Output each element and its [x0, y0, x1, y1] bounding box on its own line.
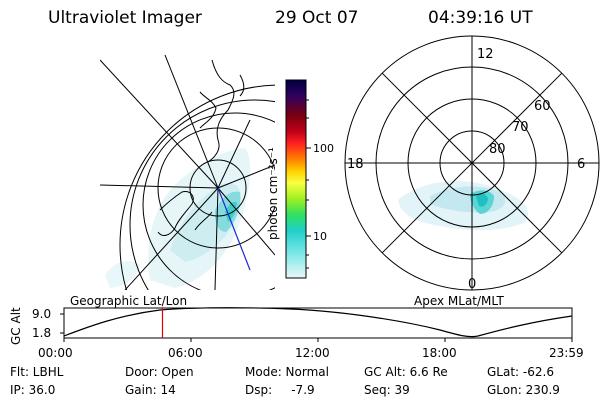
mlt-label-12: 12 — [477, 47, 494, 62]
xtick-0600: 06:00 — [168, 346, 203, 360]
meridians — [100, 55, 275, 290]
ytick-top: 9.0 — [32, 307, 51, 321]
ytick-bottom: 1.8 — [32, 326, 51, 340]
status-dsp: Dsp: -7.9 — [245, 383, 315, 397]
aurora-apex — [398, 181, 529, 231]
mlat-label-60: 60 — [534, 99, 551, 114]
mlt-label-18: 18 — [347, 157, 364, 172]
mlt-label-6: 6 — [577, 157, 585, 172]
mlt-label-0: 0 — [468, 277, 476, 292]
time-label: 04:39:16 UT — [428, 8, 533, 28]
colorbar-tick-10: 10 — [313, 230, 327, 243]
instrument-title: Ultraviolet Imager — [48, 8, 202, 28]
timeline-ylabel: GC Alt — [9, 307, 23, 345]
geo-panel-caption: Geographic Lat/Lon — [70, 294, 188, 308]
colorbar-tick-100: 100 — [313, 142, 334, 155]
status-door: Door: Open — [125, 365, 194, 379]
altitude-curve — [63, 307, 573, 338]
geographic-map — [100, 55, 275, 290]
timeline-ticks — [60, 313, 573, 342]
coastlines — [157, 59, 245, 236]
status-glat: GLat: -62.6 — [487, 365, 554, 379]
colorbar-ticks — [306, 99, 311, 269]
status-gc-alt: GC Alt: 6.6 Re — [364, 365, 448, 379]
date-label: 29 Oct 07 — [275, 8, 359, 28]
mlat-label-70: 70 — [512, 120, 529, 135]
status-ip: IP: 36.0 — [10, 383, 56, 397]
status-gain: Gain: 14 — [125, 383, 176, 397]
status-mode: Mode: Normal — [245, 365, 329, 379]
apex-panel-caption: Apex MLat/MLT — [414, 294, 504, 308]
altitude-timeline — [60, 307, 573, 342]
mlat-label-80: 80 — [489, 142, 506, 157]
status-flt: Flt: LBHL — [10, 365, 64, 379]
apex-polar-plot: 12 0 18 6 60 70 80 — [344, 35, 600, 292]
colorbar — [285, 79, 307, 279]
aurora-geo — [105, 148, 251, 288]
status-seq: Seq: 39 — [364, 383, 410, 397]
xtick-1800: 18:00 — [422, 346, 457, 360]
xtick-0000: 00:00 — [38, 346, 73, 360]
xtick-1200: 12:00 — [295, 346, 330, 360]
sun-direction-line — [217, 187, 251, 271]
colorbar-unit-label: photon cm⁻²s⁻¹ — [266, 147, 280, 240]
status-glon: GLon: 230.9 — [487, 383, 560, 397]
xtick-2359: 23:59 — [549, 346, 584, 360]
